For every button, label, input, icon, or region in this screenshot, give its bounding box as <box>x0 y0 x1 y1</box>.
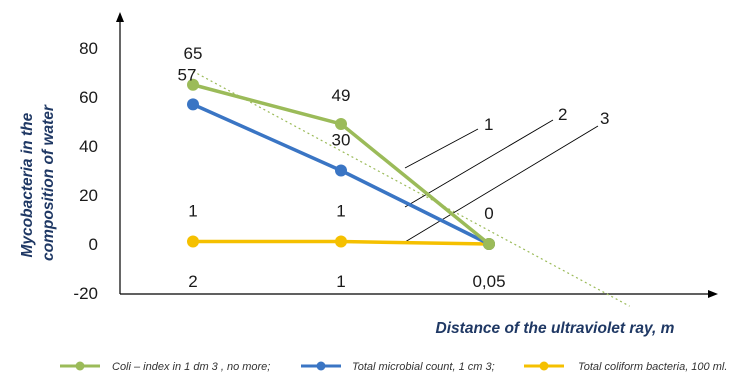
legend-marker-dot-0 <box>75 361 85 371</box>
legend-marker-dot-2 <box>539 361 549 371</box>
leader-line-1 <box>404 128 479 169</box>
y-axis-title-line-1: Mycobacteria in the <box>19 112 36 257</box>
y-tick-labels: -20 0 20 40 60 80 <box>73 39 98 303</box>
annotation-label-3: 3 <box>600 109 609 128</box>
y-axis-title-line-2: composition of water <box>40 104 57 261</box>
leader-line-2 <box>404 119 554 208</box>
x-axis-title: Distance of the ultraviolet ray, m <box>436 320 675 337</box>
annotation-label-1: 1 <box>484 115 493 134</box>
annotation-label-2: 2 <box>558 105 567 124</box>
data-label: 49 <box>332 86 351 105</box>
legend-marker-dot-1 <box>316 361 326 371</box>
y-tick-label: -20 <box>73 284 98 303</box>
leader-line-3 <box>404 125 599 243</box>
x-tick-label: 0,05 <box>472 272 505 291</box>
legend-label-0: Coli – index in 1 dm 3 , no more; <box>112 361 270 372</box>
data-label: 57 <box>178 65 197 84</box>
x-tick-label: 2 <box>188 272 197 291</box>
data-labels: 65 49 0 57 30 1 1 <box>178 44 494 223</box>
data-label: 1 <box>336 202 345 221</box>
x-tick-label: 1 <box>336 272 345 291</box>
series-0-point <box>187 78 199 91</box>
legend-label-1: Total microbial count, 1 cm 3; <box>352 361 495 372</box>
annotation-leaders <box>404 119 599 243</box>
legend-label-2: Total coliform bacteria, 100 ml. <box>578 361 727 372</box>
y-tick-label: 0 <box>89 235 98 254</box>
series-layer <box>187 78 495 250</box>
series-2-point <box>187 235 199 248</box>
legend: Coli – index in 1 dm 3 , no more; Total … <box>60 361 727 372</box>
series-1-point <box>187 98 199 111</box>
y-axis-title: Mycobacteria in the composition of water <box>19 104 57 261</box>
data-label: 1 <box>188 202 197 221</box>
series-1-point <box>335 164 347 177</box>
data-label: 0 <box>484 204 493 223</box>
data-label: 30 <box>332 131 351 150</box>
x-axis-arrow <box>708 290 718 298</box>
x-tick-labels: 2 1 0,05 <box>188 272 505 291</box>
y-tick-label: 80 <box>79 39 98 58</box>
y-tick-label: 60 <box>79 88 98 107</box>
y-axis-arrow <box>116 12 124 22</box>
y-tick-label: 40 <box>79 137 98 156</box>
series-2-point <box>335 235 347 248</box>
y-tick-label: 20 <box>79 186 98 205</box>
series-0-point <box>335 117 347 130</box>
data-label: 65 <box>184 44 203 63</box>
series-0-point <box>483 238 495 250</box>
